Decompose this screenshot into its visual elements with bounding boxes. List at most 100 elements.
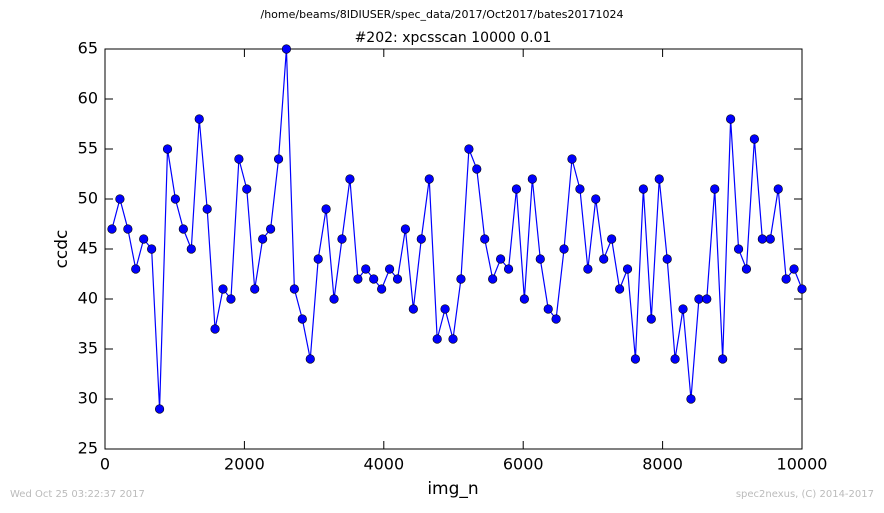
- data-point: [559, 244, 569, 254]
- data-point: [480, 234, 490, 244]
- data-point: [226, 294, 236, 304]
- data-point: [496, 254, 506, 264]
- x-tick-label: 6000: [503, 455, 544, 474]
- data-point: [702, 294, 712, 304]
- data-point: [488, 274, 498, 284]
- y-tick-label: 55: [78, 139, 98, 158]
- data-point: [472, 164, 482, 174]
- x-tick-label: 8000: [642, 455, 683, 474]
- plot-frame: [104, 48, 803, 450]
- data-point: [551, 314, 561, 324]
- y-tick-label: 35: [78, 339, 98, 358]
- data-point: [519, 294, 529, 304]
- data-point: [646, 314, 656, 324]
- y-tick-label: 65: [78, 39, 98, 58]
- chart-title: #202: xpcsscan 10000 0.01: [355, 30, 552, 46]
- data-point: [726, 114, 736, 124]
- data-point: [218, 284, 228, 294]
- y-tick-label: 30: [78, 389, 98, 408]
- x-tick-label: 0: [100, 455, 110, 474]
- data-point: [369, 274, 379, 284]
- data-point: [575, 184, 585, 194]
- data-point: [273, 154, 284, 164]
- data-point: [503, 264, 514, 274]
- y-tick-label: 50: [78, 189, 98, 208]
- data-point: [250, 284, 260, 294]
- data-point: [305, 354, 315, 364]
- data-point: [527, 174, 537, 184]
- data-point: [757, 234, 767, 244]
- data-point: [313, 254, 323, 264]
- data-point: [337, 234, 347, 244]
- data-point: [297, 314, 307, 324]
- x-tick-label: 10000: [777, 455, 828, 474]
- data-point: [361, 264, 371, 274]
- data-point: [543, 304, 553, 314]
- data-point: [591, 194, 601, 204]
- data-point: [115, 194, 125, 204]
- x-tick-label: 4000: [363, 455, 404, 474]
- data-point: [147, 244, 157, 254]
- data-point: [630, 354, 641, 364]
- data-point: [440, 304, 450, 314]
- data-point: [202, 204, 212, 214]
- data-point: [638, 184, 648, 194]
- data-point: [710, 184, 720, 194]
- data-point: [329, 294, 339, 304]
- data-point: [194, 114, 204, 124]
- data-point: [456, 274, 466, 284]
- data-point: [567, 154, 577, 164]
- data-point: [131, 264, 141, 274]
- data-point: [749, 134, 759, 144]
- data-point: [511, 184, 522, 194]
- data-point: [741, 264, 752, 274]
- data-point: [234, 154, 244, 164]
- data-point: [170, 194, 180, 204]
- data-point: [353, 274, 363, 284]
- data-point: [694, 294, 704, 304]
- y-axis-label: ccdc: [52, 230, 72, 269]
- data-point: [797, 284, 807, 294]
- data-point: [622, 264, 633, 274]
- data-point: [162, 144, 173, 154]
- footer-right: spec2nexus, (C) 2014-2017: [736, 489, 874, 500]
- data-point: [416, 234, 426, 244]
- data-point: [789, 264, 799, 274]
- data-point: [384, 264, 395, 274]
- data-point: [670, 354, 680, 364]
- data-point: [535, 254, 545, 264]
- y-tick-label: 40: [78, 289, 98, 308]
- data-point: [773, 184, 783, 194]
- data-point: [686, 394, 696, 404]
- data-point: [583, 264, 593, 274]
- data-point: [733, 244, 744, 254]
- data-point: [654, 174, 664, 184]
- data-point: [258, 234, 268, 244]
- x-axis-label: img_n: [427, 479, 478, 499]
- data-point: [139, 234, 149, 244]
- data-point: [614, 284, 625, 294]
- data-point: [432, 334, 442, 344]
- data-point: [599, 254, 609, 264]
- suptitle: /home/beams/8IDIUSER/spec_data/2017/Oct2…: [261, 8, 624, 21]
- data-point: [210, 324, 220, 334]
- footer-left: Wed Oct 25 03:22:37 2017: [10, 489, 145, 500]
- data-point: [781, 274, 791, 284]
- data-point: [392, 274, 403, 284]
- data-point: [242, 184, 252, 194]
- data-point: [765, 234, 775, 244]
- data-point: [408, 304, 418, 314]
- y-tick-label: 45: [78, 239, 98, 258]
- data-point: [178, 224, 188, 234]
- data-point: [448, 334, 458, 344]
- data-point: [377, 284, 387, 294]
- data-point: [107, 224, 117, 234]
- y-tick-label: 25: [78, 439, 98, 458]
- data-point: [678, 304, 688, 314]
- x-tick-label: 2000: [224, 455, 265, 474]
- data-point: [400, 224, 411, 234]
- data-point: [718, 354, 728, 364]
- data-point: [123, 224, 133, 234]
